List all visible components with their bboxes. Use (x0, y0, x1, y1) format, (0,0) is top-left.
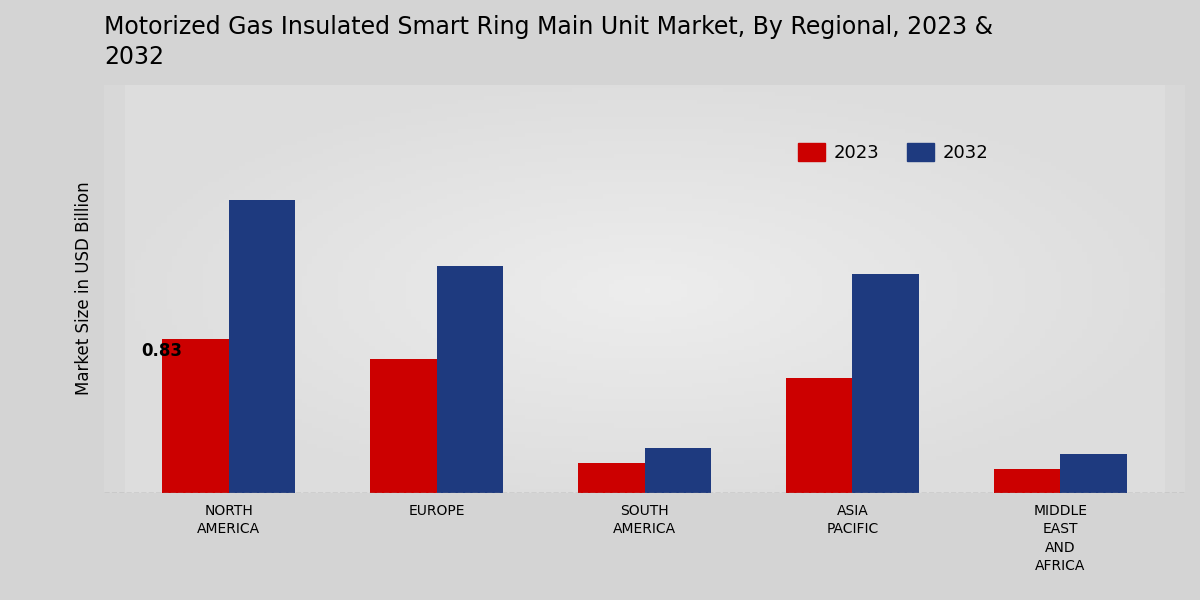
Bar (162, 339, 229, 493)
Bar (994, 469, 1061, 493)
Text: Motorized Gas Insulated Smart Ring Main Unit Market, By Regional, 2023 &
2032: Motorized Gas Insulated Smart Ring Main … (104, 15, 994, 69)
Bar (852, 274, 919, 493)
Bar (370, 359, 437, 493)
Bar (1061, 454, 1127, 493)
Bar (437, 266, 503, 493)
Bar (578, 463, 644, 493)
Legend: 2023, 2032: 2023, 2032 (798, 143, 989, 162)
Bar (644, 448, 712, 493)
Y-axis label: Market Size in USD Billion: Market Size in USD Billion (74, 182, 94, 395)
Bar (786, 377, 852, 493)
Bar (229, 200, 295, 493)
Text: 0.83: 0.83 (142, 343, 182, 361)
